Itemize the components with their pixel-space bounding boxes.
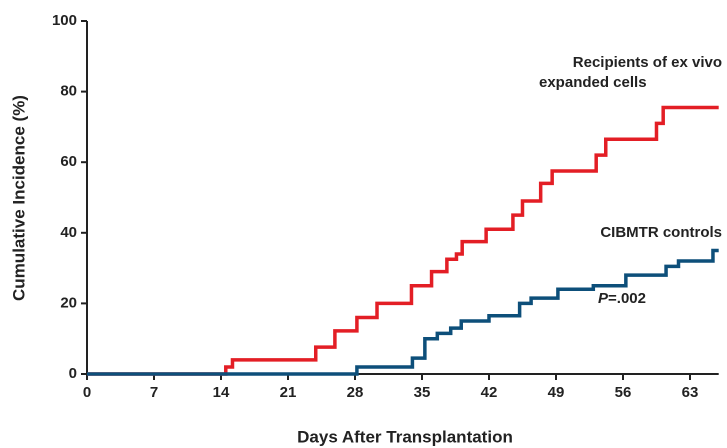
x-tick-label: 56 <box>615 384 632 401</box>
y-tick-label: 60 <box>60 153 77 170</box>
annotation: CIBMTR controls <box>600 224 722 241</box>
x-tick-label: 35 <box>414 384 431 401</box>
y-tick-label: 100 <box>52 12 77 29</box>
y-tick-label: 40 <box>60 224 77 241</box>
p-symbol: P <box>598 290 609 307</box>
x-tick-label: 14 <box>213 384 230 401</box>
x-tick-label: 42 <box>481 384 498 401</box>
x-tick-label: 49 <box>548 384 565 401</box>
x-tick-label: 63 <box>682 384 699 401</box>
x-tick-label: 21 <box>280 384 297 401</box>
x-axis-title: Days After Transplantation <box>297 427 513 446</box>
x-tick-label: 28 <box>347 384 364 401</box>
annotation: Recipients of ex vivo <box>573 54 722 71</box>
y-tick-label: 80 <box>60 83 77 100</box>
p-value: P=.002 <box>598 290 646 307</box>
x-tick-label: 0 <box>83 384 91 401</box>
y-tick-label: 20 <box>60 294 77 311</box>
step-line <box>87 248 719 376</box>
annotation: expanded cells <box>539 74 647 91</box>
x-tick-label: 7 <box>150 384 158 401</box>
y-tick-label: 0 <box>69 365 77 382</box>
p-number: =.002 <box>608 290 646 307</box>
step-line <box>87 105 719 376</box>
y-axis-title: Cumulative Incidence (%) <box>9 95 28 301</box>
